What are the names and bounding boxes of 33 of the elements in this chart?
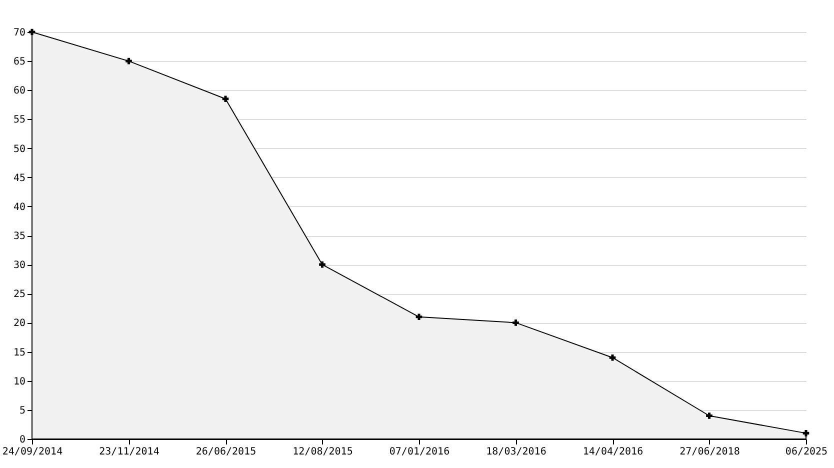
x-tick-label: 07/01/2016 <box>389 446 450 458</box>
x-tick-label: 27/06/2018 <box>680 446 740 458</box>
y-tick-label: 40 <box>13 202 26 213</box>
y-tick-label: 45 <box>13 172 26 184</box>
y-tick-label: 10 <box>13 376 26 388</box>
y-tick-label: 50 <box>13 144 26 155</box>
y-tick-label: 20 <box>13 318 26 330</box>
y-tick-label: 15 <box>13 347 26 358</box>
x-tick-label: 18/03/2016 <box>486 446 546 458</box>
point <box>609 354 616 361</box>
x-tick-label: 12/08/2015 <box>292 446 353 458</box>
y-tick-label: 65 <box>13 56 26 68</box>
point <box>416 314 422 320</box>
x-tick-label: 14/04/2016 <box>582 446 644 458</box>
x-tick-label: 26/06/2015 <box>196 446 256 458</box>
x-tick-label: 24/09/2014 <box>2 446 63 458</box>
y-tick-label: 60 <box>13 86 26 97</box>
y-tick-label: 30 <box>13 260 26 272</box>
y-tick-label: 25 <box>13 289 26 300</box>
point <box>319 261 326 268</box>
y-tick-label: 5 <box>19 405 26 416</box>
x-tick-label: 23/11/2014 <box>99 446 160 458</box>
y-tick-label: 55 <box>13 114 26 126</box>
point <box>126 58 132 64</box>
y-tick-label: 0 <box>19 434 26 446</box>
point <box>222 96 229 102</box>
point <box>512 320 519 326</box>
y-tick-label: 35 <box>13 231 26 242</box>
point <box>706 412 712 419</box>
point <box>802 430 810 436</box>
x-tick-label: 06/2025 <box>785 446 828 458</box>
point <box>28 28 36 36</box>
y-tick-label: 70 <box>13 28 26 38</box>
